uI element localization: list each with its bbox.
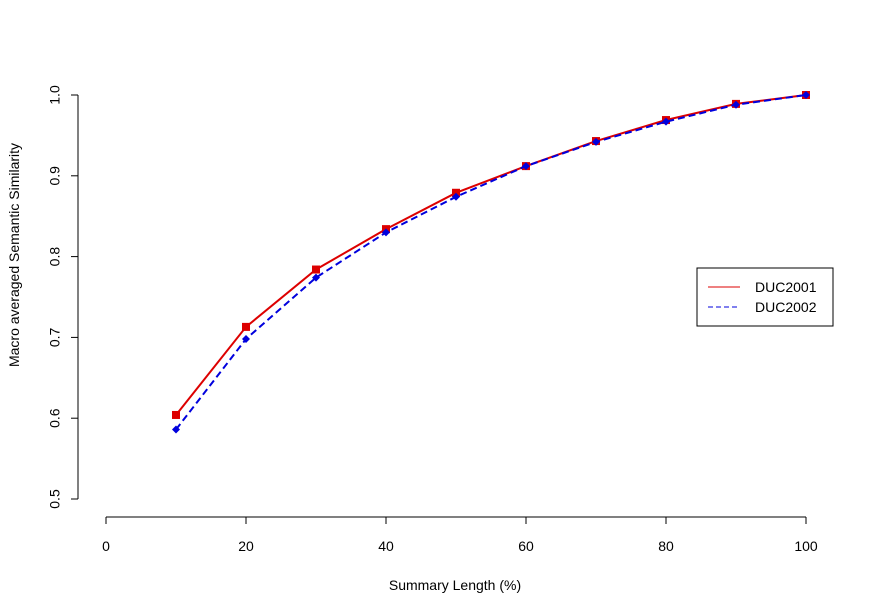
series-duc2002 <box>172 91 810 434</box>
data-point <box>662 117 670 126</box>
x-tick-label: 80 <box>658 538 674 554</box>
data-point <box>452 188 460 197</box>
data-point <box>312 265 320 274</box>
legend-label: DUC2002 <box>755 299 817 315</box>
data-point <box>522 162 530 171</box>
y-tick-label: 0.9 <box>47 166 63 186</box>
x-tick-label: 60 <box>518 538 534 554</box>
data-point <box>242 322 250 331</box>
y-tick-label: 1.0 <box>47 85 63 105</box>
legend-label: DUC2001 <box>755 279 817 295</box>
data-point <box>592 137 600 146</box>
data-point <box>172 410 180 419</box>
legend-box <box>696 267 834 327</box>
data-point <box>312 273 320 282</box>
series-duc2001 <box>172 91 810 419</box>
x-tick-label: 100 <box>794 538 818 554</box>
data-point <box>802 91 810 99</box>
data-point <box>732 100 740 109</box>
data-point <box>242 335 250 344</box>
x-axis: 0 20 40 60 80 100 <box>102 516 818 554</box>
x-tick-label: 0 <box>102 538 110 554</box>
y-axis-title: Macro averaged Semantic Similarity <box>6 143 22 367</box>
data-point <box>382 228 390 237</box>
series-layer <box>172 91 810 434</box>
data-point <box>172 425 180 434</box>
y-axis: 0.5 0.6 0.7 0.8 0.9 1.0 <box>47 85 79 509</box>
x-tick-label: 40 <box>378 538 394 554</box>
x-tick-label: 20 <box>238 538 254 554</box>
series-line <box>175 94 807 416</box>
series-line <box>175 94 807 431</box>
y-tick-label: 0.5 <box>47 489 63 509</box>
x-axis-title: Summary Length (%) <box>389 577 521 593</box>
y-tick-label: 0.7 <box>47 327 63 347</box>
y-tick-label: 0.8 <box>47 247 63 267</box>
legend: DUC2001 DUC2002 <box>696 267 834 327</box>
y-tick-label: 0.6 <box>47 408 63 428</box>
data-point <box>452 192 460 201</box>
